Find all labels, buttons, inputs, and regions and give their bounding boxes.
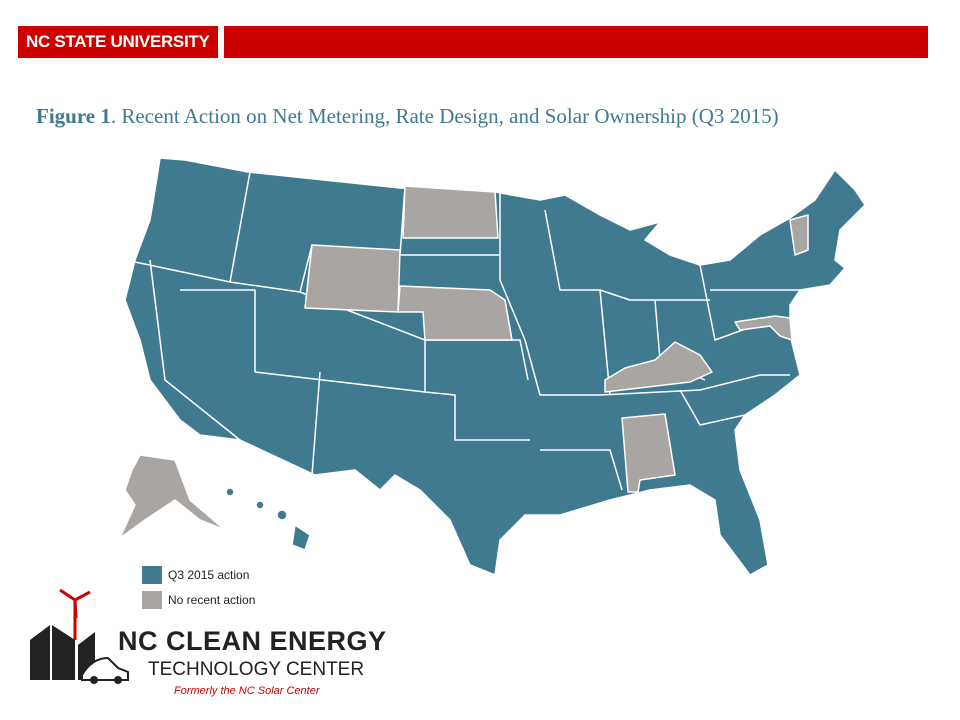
state-nd [402,185,499,239]
figure-title: Figure 1. Recent Action on Net Metering,… [36,104,779,129]
island [291,524,311,551]
state-al [621,413,676,493]
state-wy [304,244,401,313]
legend-label: No recent action [168,592,256,607]
state-ak [119,454,226,539]
logo-line1: NC CLEAN ENERGY [118,626,387,656]
hawaii [225,487,311,551]
legend-swatch [142,565,162,584]
logo-line2: TECHNOLOGY CENTER [148,659,365,680]
logo: NC CLEAN ENERGY TECHNOLOGY CENTER Former… [118,626,387,697]
legend-item: Q3 2015 action [142,565,255,584]
legend-swatch [142,590,162,609]
brand: NC STATE UNIVERSITY [18,26,218,58]
state-vt [789,214,809,256]
island [225,487,235,497]
figure-label: Figure 1 [36,104,111,128]
island [255,500,265,510]
legend-label: Q3 2015 action [168,567,250,582]
island [276,509,288,521]
figure-text: . Recent Action on Net Metering, Rate De… [110,104,779,128]
logo-icon [30,588,129,684]
state-ne [397,285,513,341]
brand-bar [224,26,928,58]
state-md [734,315,793,341]
state-ky [604,341,713,393]
legend-item: No recent action [142,590,255,609]
legend: Q3 2015 action No recent action [142,565,255,615]
logo-tagline: Formerly the NC Solar Center [174,685,320,697]
